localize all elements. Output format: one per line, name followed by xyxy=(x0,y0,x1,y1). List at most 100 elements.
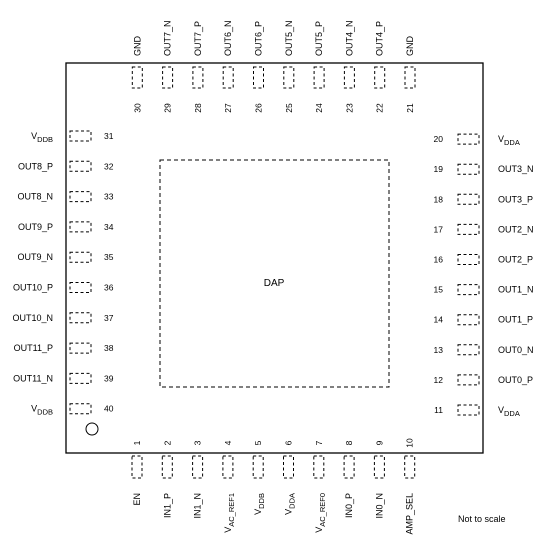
pin-21-pad xyxy=(404,66,416,89)
pin-2-label-in1-p: IN1_P xyxy=(162,493,172,518)
pin-26-label-out6-p: OUT6_P xyxy=(254,21,264,56)
pin-5-label-vddb: VDDB xyxy=(253,493,266,515)
pin-25-label-out5-n: OUT5_N xyxy=(284,20,294,56)
pin-36-pad xyxy=(69,282,92,293)
pin-37-number: 37 xyxy=(104,313,114,323)
pin-38-pad xyxy=(69,342,92,354)
pin-22-number: 22 xyxy=(375,103,385,113)
pin-16-label-out2-p: OUT2_P xyxy=(498,255,533,265)
pin-12-pad xyxy=(457,374,480,386)
pin-5-number: 5 xyxy=(253,440,263,445)
pin-25-pad xyxy=(283,66,295,89)
pin-38-label-out11-p: OUT11_P xyxy=(14,343,53,353)
pin-12-label-out0-p: OUT0_P xyxy=(498,375,533,385)
pin-13-pad xyxy=(457,344,480,356)
pin-38-number: 38 xyxy=(104,343,114,353)
pin-26-number: 26 xyxy=(254,103,264,113)
pin-30-number: 30 xyxy=(132,103,142,113)
pin-3-number: 3 xyxy=(193,440,203,445)
pin-18-pad xyxy=(457,193,480,205)
pin-17-pad xyxy=(457,223,480,235)
dap-label: DAP xyxy=(264,278,285,289)
pin-33-number: 33 xyxy=(104,192,114,202)
pin-37-pad xyxy=(69,312,92,324)
pin-36-number: 36 xyxy=(104,283,114,293)
pin-35-label-out9-n: OUT9_N xyxy=(17,252,53,262)
pin-15-label-out1-n: OUT1_N xyxy=(498,285,534,295)
pin-10-pad xyxy=(404,455,416,479)
pin-22-pad xyxy=(374,66,386,89)
pin-11-pad xyxy=(457,404,480,416)
pin-6-number: 6 xyxy=(284,440,294,445)
pin-23-number: 23 xyxy=(344,103,354,113)
pin-34-pad xyxy=(69,221,92,233)
pin-9-number: 9 xyxy=(374,440,384,445)
pin-24-label-out5-p: OUT5_P xyxy=(314,21,324,56)
pin-17-number: 17 xyxy=(434,224,444,234)
pin-11-label-vdda: VDDA xyxy=(498,405,520,418)
pin-31-pad xyxy=(69,130,92,142)
pin-21-label-gnd: GND xyxy=(405,36,415,57)
pin-7-label-vac-ref0: VAC_REF0 xyxy=(314,493,327,533)
pin-4-number: 4 xyxy=(223,440,233,445)
dap-pad xyxy=(159,159,390,388)
pin-40-label-vddb: VDDB xyxy=(31,404,53,417)
pin-35-number: 35 xyxy=(104,252,114,262)
pin-30-pad xyxy=(131,66,143,89)
pin-27-number: 27 xyxy=(223,103,233,113)
pin-33-pad xyxy=(69,191,92,203)
pin-37-label-out10-n: OUT10_N xyxy=(12,313,53,323)
pin-14-number: 14 xyxy=(434,315,444,325)
pin-20-label-vdda: VDDA xyxy=(498,134,520,147)
pin-34-label-out9-p: OUT9_P xyxy=(18,222,53,232)
pin-21-number: 21 xyxy=(405,103,415,113)
pin-36-label-out10-p: OUT10_P xyxy=(13,283,53,293)
pin-14-label-out1-p: OUT1_P xyxy=(498,315,533,325)
pin-4-label-vac-ref1: VAC_REF1 xyxy=(223,493,236,533)
pin-40-pad xyxy=(69,403,92,415)
pin-26-pad xyxy=(253,66,264,89)
pin-40-number: 40 xyxy=(104,404,114,414)
pin-16-number: 16 xyxy=(434,255,444,265)
pin-4-pad xyxy=(222,455,234,479)
pin-1-number: 1 xyxy=(132,440,142,445)
pin-2-number: 2 xyxy=(162,440,172,445)
pin-29-number: 29 xyxy=(163,103,173,113)
pin-19-label-out3-n: OUT3_N xyxy=(498,164,534,174)
pin-3-pad xyxy=(192,455,204,479)
pin-25-number: 25 xyxy=(284,103,294,113)
pin-22-label-out4-p: OUT4_P xyxy=(375,21,385,56)
pin-27-label-out6-n: OUT6_N xyxy=(223,20,233,56)
pin-11-number: 11 xyxy=(434,405,443,415)
pin-31-label-vddb: VDDB xyxy=(31,131,53,144)
pin-5-pad xyxy=(252,455,264,479)
pin-1-label-en: EN xyxy=(132,493,142,506)
pin-18-label-out3-p: OUT3_P xyxy=(498,194,533,204)
pin-14-pad xyxy=(457,314,480,326)
pin-10-label-amp-sel: AMP_SEL xyxy=(405,493,415,535)
pin-32-number: 32 xyxy=(104,161,114,171)
pin-30-label-gnd: GND xyxy=(132,36,142,57)
pin1-marker xyxy=(85,422,99,436)
pin-33-label-out8-n: OUT8_N xyxy=(17,192,53,202)
pin-20-number: 20 xyxy=(434,134,444,144)
pin-15-pad xyxy=(457,284,480,296)
pin-28-number: 28 xyxy=(193,103,203,113)
pin-19-number: 19 xyxy=(434,164,444,174)
scale-note: Not to scale xyxy=(458,514,506,524)
pin-34-number: 34 xyxy=(104,222,114,232)
pins-layer: 1 EN 2 IN1_P 3 IN1_N 4 VAC_REF1 5 VDDB 6 VDDA 7 VAC_R… xyxy=(12,20,533,534)
pin-13-number: 13 xyxy=(434,345,444,355)
pin-39-pad xyxy=(69,372,92,384)
pin-7-number: 7 xyxy=(314,440,324,445)
pin-1-pad xyxy=(131,455,143,479)
pin-8-label-in0-p: IN0_P xyxy=(344,493,354,518)
pin-23-pad xyxy=(343,66,355,89)
pin-13-label-out0-n: OUT0_N xyxy=(498,345,534,355)
pin-10-number: 10 xyxy=(405,438,415,448)
pin-8-pad xyxy=(343,455,355,479)
pin-29-label-out7-n: OUT7_N xyxy=(163,20,173,56)
pin-23-label-out4-n: OUT4_N xyxy=(344,20,354,56)
pin-19-pad xyxy=(457,163,480,175)
